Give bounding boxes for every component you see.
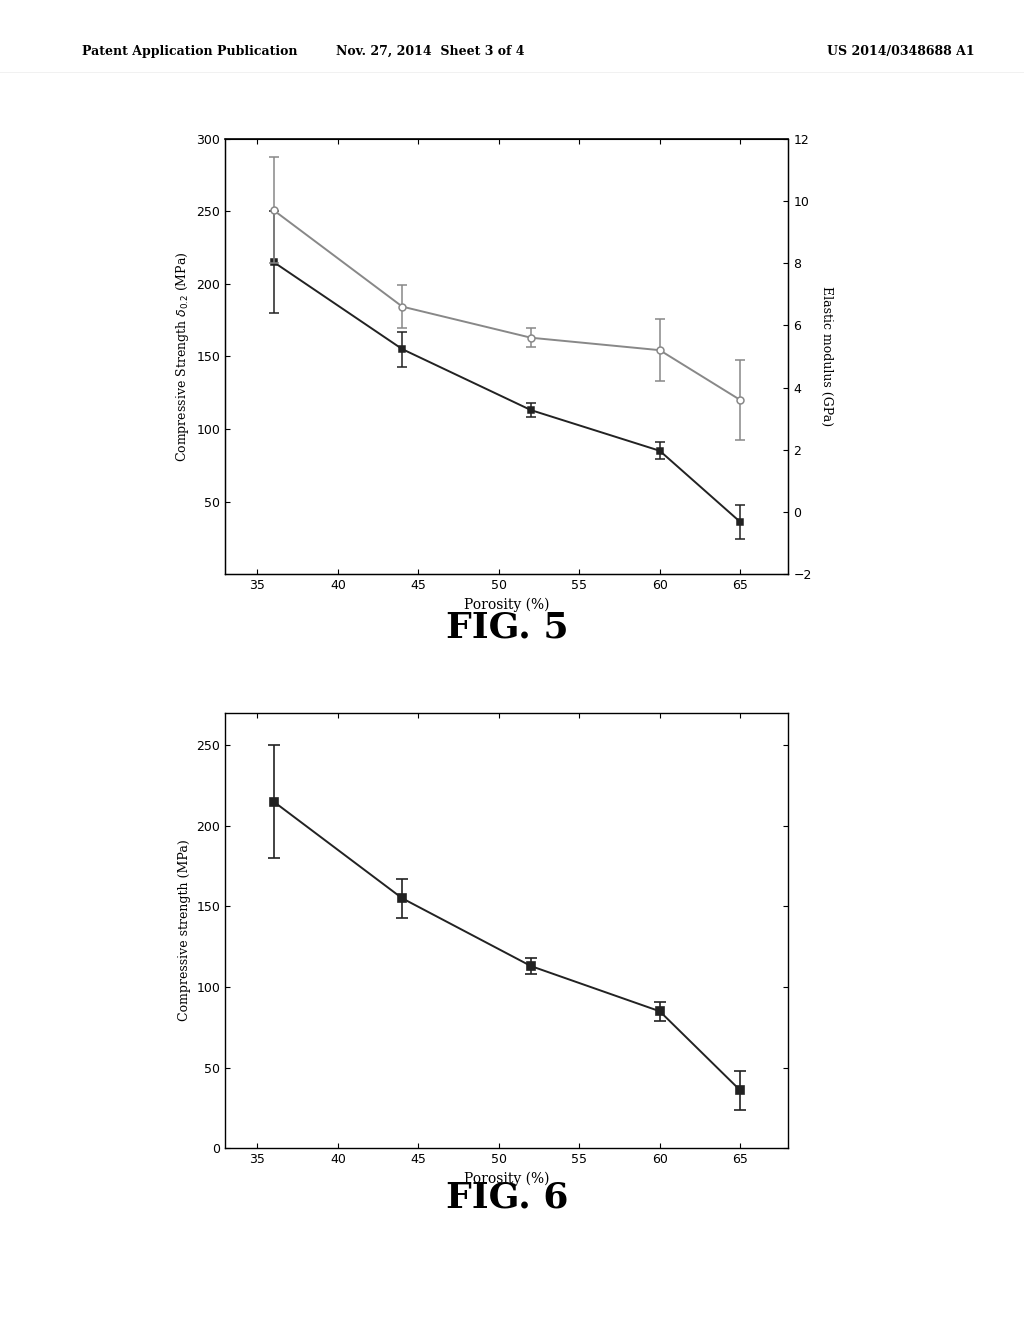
X-axis label: Porosity (%): Porosity (%): [464, 1172, 550, 1187]
Text: FIG. 6: FIG. 6: [445, 1181, 568, 1214]
Y-axis label: Compressive Strength $\delta_{0.2}$ (MPa): Compressive Strength $\delta_{0.2}$ (MPa…: [174, 251, 191, 462]
Text: Patent Application Publication: Patent Application Publication: [82, 45, 297, 58]
Text: US 2014/0348688 A1: US 2014/0348688 A1: [827, 45, 975, 58]
Y-axis label: Compressive strength (MPa): Compressive strength (MPa): [178, 840, 191, 1022]
Text: Nov. 27, 2014  Sheet 3 of 4: Nov. 27, 2014 Sheet 3 of 4: [336, 45, 524, 58]
Text: FIG. 5: FIG. 5: [445, 610, 568, 644]
Y-axis label: Elastic modulus (GPa): Elastic modulus (GPa): [819, 286, 833, 426]
X-axis label: Porosity (%): Porosity (%): [464, 598, 550, 612]
